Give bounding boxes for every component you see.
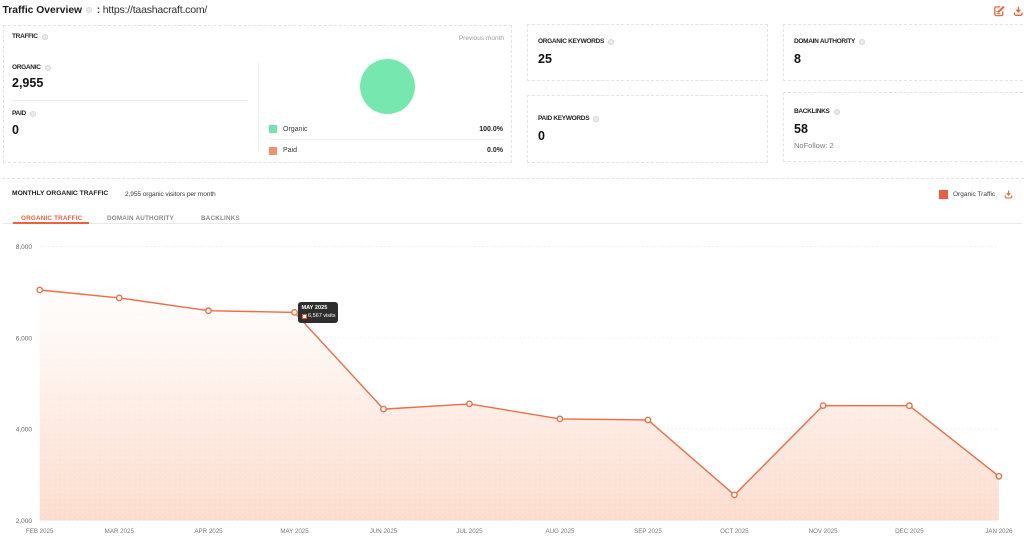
svg-text:JUN 2025: JUN 2025 bbox=[370, 528, 398, 535]
svg-text:JUL 2025: JUL 2025 bbox=[456, 528, 483, 535]
svg-text:SEP 2025: SEP 2025 bbox=[634, 528, 662, 535]
svg-text:JAN 2026: JAN 2026 bbox=[985, 528, 1013, 535]
svg-text:2,000: 2,000 bbox=[16, 518, 33, 525]
svg-text:4,000: 4,000 bbox=[16, 427, 33, 434]
svg-text:MAY 2025: MAY 2025 bbox=[280, 528, 309, 535]
svg-text:NOV 2025: NOV 2025 bbox=[809, 528, 838, 535]
svg-text:6,000: 6,000 bbox=[16, 335, 33, 342]
svg-text:8,000: 8,000 bbox=[16, 244, 33, 251]
svg-text:DEC 2025: DEC 2025 bbox=[895, 528, 924, 535]
svg-text:AUG 2025: AUG 2025 bbox=[545, 528, 574, 535]
svg-text:MAR 2025: MAR 2025 bbox=[105, 528, 135, 535]
svg-text:FEB 2025: FEB 2025 bbox=[26, 528, 54, 535]
svg-text:OCT 2025: OCT 2025 bbox=[720, 528, 749, 535]
svg-text:APR 2025: APR 2025 bbox=[194, 528, 223, 535]
